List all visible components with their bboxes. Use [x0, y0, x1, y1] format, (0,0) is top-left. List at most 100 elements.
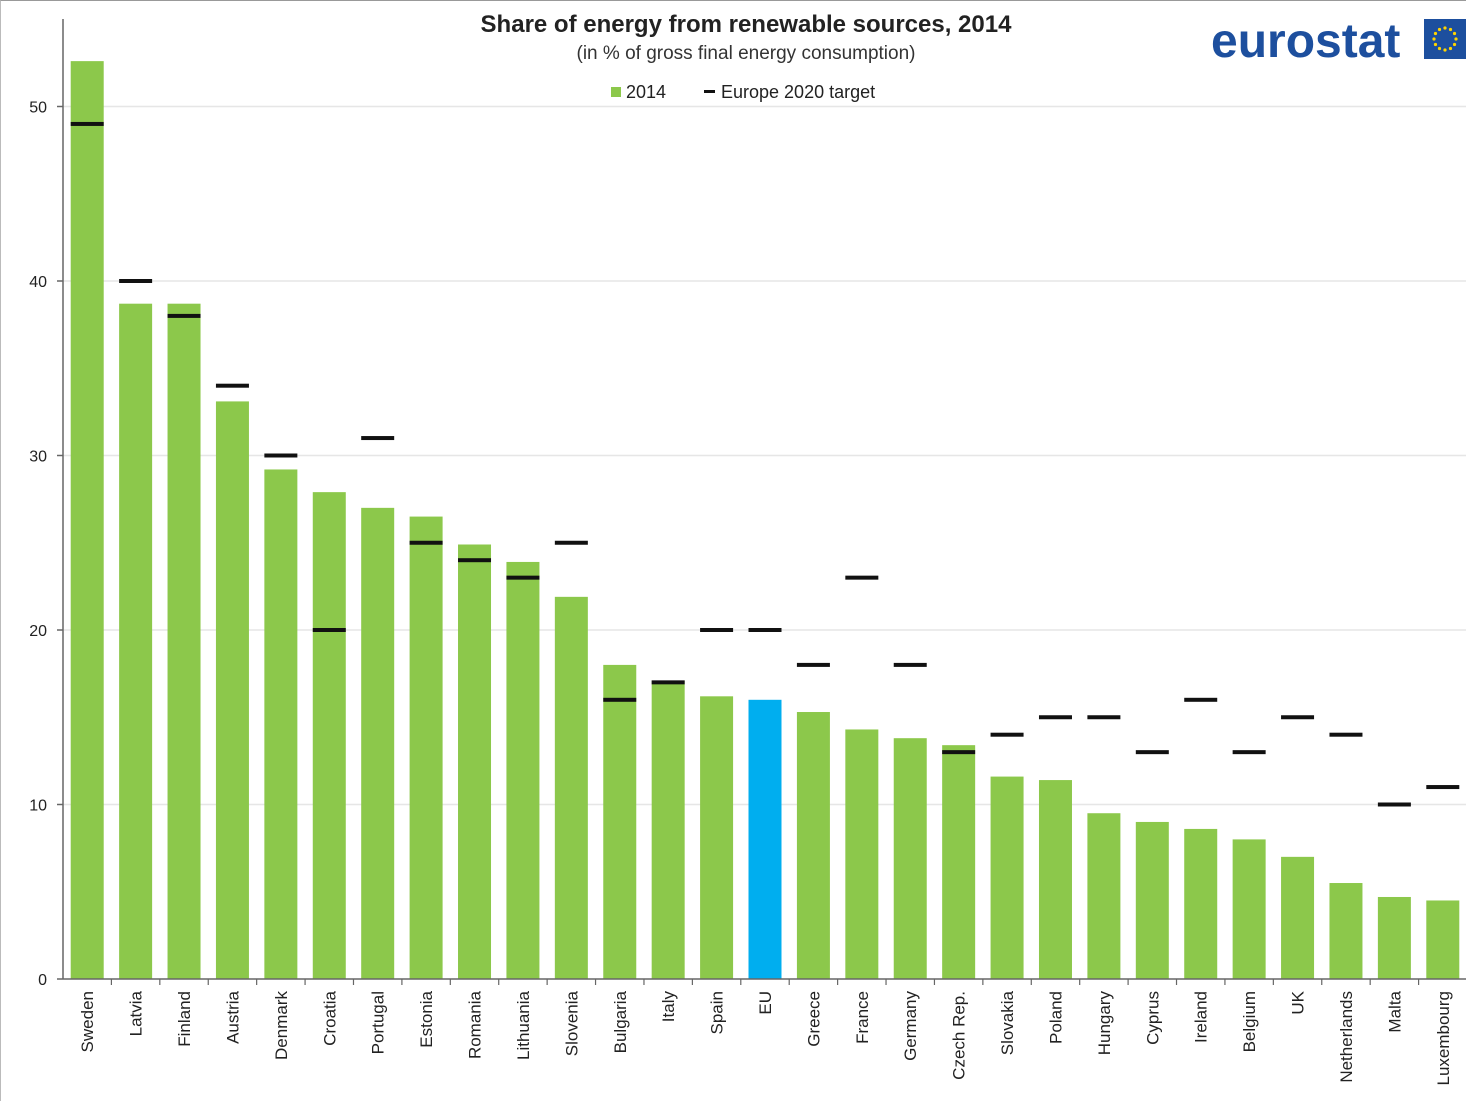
x-label-estonia: Estonia — [417, 990, 436, 1047]
x-label-malta: Malta — [1385, 990, 1404, 1032]
target-marker-greece — [796, 662, 830, 667]
flag-star — [1452, 42, 1457, 47]
y-tick-label-30: 30 — [29, 449, 47, 466]
x-label-poland: Poland — [1046, 991, 1065, 1044]
bar-uk — [1281, 856, 1315, 979]
target-marker-latvia — [119, 279, 153, 283]
target-marker-cyprus — [1135, 750, 1169, 755]
x-label-slovakia: Slovakia — [998, 990, 1017, 1055]
x-label-sweden: Sweden — [78, 991, 97, 1052]
x-label-france: France — [853, 991, 872, 1044]
x-label-italy: Italy — [659, 991, 678, 1023]
x-label-germany: Germany — [901, 991, 920, 1061]
target-marker-estonia — [409, 540, 443, 545]
eu-flag-icon — [1424, 19, 1466, 59]
bar-croatia — [312, 492, 346, 979]
eurostat-logo: eurostat — [1211, 15, 1466, 68]
flag-star — [1452, 31, 1457, 36]
bar-czech-rep — [942, 745, 976, 979]
bar-luxembourg — [1426, 900, 1460, 979]
bar-slovakia — [990, 776, 1024, 979]
x-label-lithuania: Lithuania — [514, 990, 533, 1060]
flag-star — [1448, 27, 1453, 32]
y-tick-labels: 0 10 20 30 40 50 — [29, 100, 47, 990]
bar-slovenia — [554, 596, 588, 979]
x-label-croatia: Croatia — [320, 990, 339, 1045]
legend: 2014 Europe 2020 target — [611, 82, 875, 102]
x-label-netherlands: Netherlands — [1337, 991, 1356, 1083]
flag-star — [1454, 37, 1458, 41]
x-label-ireland: Ireland — [1192, 991, 1211, 1043]
flag-star — [1448, 46, 1453, 51]
x-label-austria: Austria — [223, 990, 242, 1043]
bar-bulgaria — [603, 664, 637, 979]
x-label-portugal: Portugal — [369, 991, 388, 1054]
x-label-denmark: Denmark — [272, 991, 291, 1060]
x-label-greece: Greece — [804, 991, 823, 1047]
target-marker-finland — [167, 313, 201, 318]
x-label-finland: Finland — [175, 991, 194, 1047]
eurostat-logo-text: eurostat — [1211, 15, 1400, 68]
target-marker-belgium — [1232, 750, 1266, 755]
x-label-slovenia: Slovenia — [562, 990, 581, 1056]
target-marker-ireland — [1184, 697, 1218, 702]
x-label-uk: UK — [1289, 990, 1308, 1014]
flag-star — [1437, 27, 1442, 32]
bar-hungary — [1087, 813, 1121, 979]
target-marker-eu — [748, 628, 782, 632]
x-label-luxembourg: Luxembourg — [1434, 991, 1453, 1086]
target-marker-france — [845, 575, 879, 580]
target-marker-hungary — [1087, 715, 1121, 720]
x-label-hungary: Hungary — [1095, 991, 1114, 1056]
chart-subtitle: (in % of gross final energy consumption) — [577, 43, 916, 64]
y-tick-label-40: 40 — [29, 274, 47, 291]
bar-austria — [215, 401, 249, 979]
target-marker-poland — [1038, 715, 1072, 720]
target-marker-sweden — [70, 121, 104, 126]
target-marker-spain — [700, 628, 734, 632]
target-marker-uk — [1281, 715, 1315, 720]
legend-label-target: Europe 2020 target — [721, 82, 875, 102]
bar-sweden — [70, 61, 104, 979]
x-label-cyprus: Cyprus — [1143, 991, 1162, 1045]
target-marker-germany — [893, 662, 927, 667]
flag-star — [1433, 42, 1438, 47]
bar-netherlands — [1329, 883, 1363, 979]
flag-star — [1432, 37, 1436, 41]
bar-ireland — [1184, 828, 1218, 979]
target-marker-luxembourg — [1426, 785, 1460, 790]
flag-star — [1443, 48, 1447, 52]
bar-portugal — [361, 507, 395, 979]
bar-greece — [796, 712, 830, 979]
axes — [62, 19, 1466, 985]
target-marker-bulgaria — [603, 697, 637, 702]
bar-poland — [1038, 780, 1072, 979]
bar-france — [845, 729, 879, 979]
target-marker-netherlands — [1329, 732, 1363, 737]
flag-star — [1433, 31, 1438, 36]
target-markers — [70, 121, 1460, 807]
bar-cyprus — [1135, 821, 1169, 979]
bar-eu — [748, 699, 782, 979]
x-label-spain: Spain — [708, 991, 727, 1034]
bars — [70, 61, 1460, 979]
flag-star — [1443, 26, 1447, 30]
bar-italy — [651, 680, 685, 979]
bar-belgium — [1232, 839, 1266, 979]
y-tick-label-20: 20 — [29, 623, 47, 640]
y-tick-label-10: 10 — [29, 798, 47, 815]
bar-latvia — [119, 303, 153, 979]
bar-spain — [700, 696, 734, 979]
target-marker-slovakia — [990, 732, 1024, 737]
target-marker-italy — [651, 680, 685, 685]
bar-estonia — [409, 516, 443, 979]
bar-finland — [167, 303, 201, 979]
bar-germany — [893, 738, 927, 979]
x-label-latvia: Latvia — [127, 990, 146, 1036]
chart-title: Share of energy from renewable sources, … — [481, 11, 1013, 38]
target-marker-austria — [215, 383, 249, 388]
x-category-labels: Sweden Latvia Finland Austria Denmark Croatia… — [78, 990, 1453, 1085]
bar-denmark — [264, 469, 298, 979]
